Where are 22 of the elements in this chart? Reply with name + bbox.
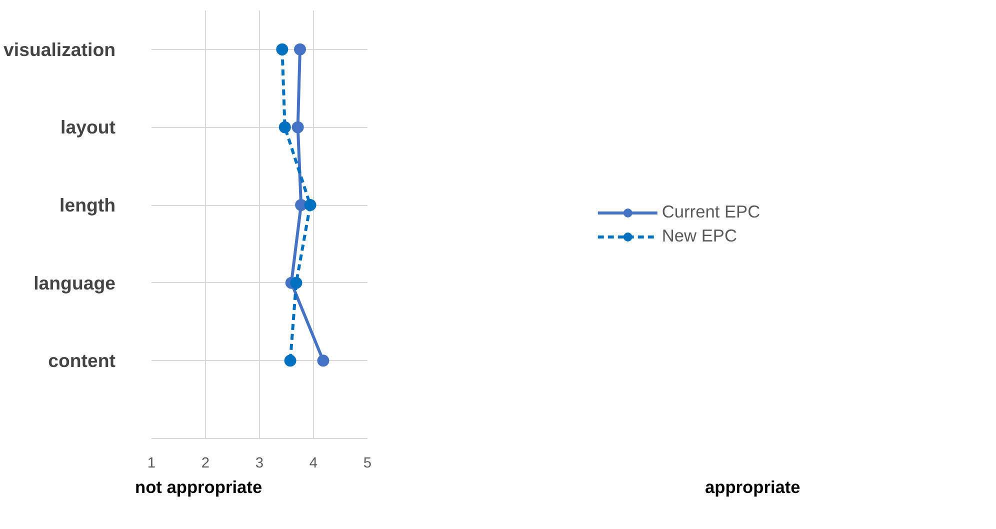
x-tick-label: 5 xyxy=(363,456,372,472)
y-tick-label: length xyxy=(60,194,116,216)
y-tick-label: content xyxy=(48,350,116,372)
point xyxy=(284,354,296,367)
point xyxy=(294,43,306,56)
text: not appropriate xyxy=(135,476,262,499)
legend-label: Current EPC xyxy=(662,202,760,222)
point xyxy=(276,43,288,56)
x-tick-label: 1 xyxy=(147,456,156,472)
point xyxy=(290,276,302,289)
y-tick-label: language xyxy=(34,272,116,294)
x-tick-label: 4 xyxy=(309,456,318,472)
y-tick-label: layout xyxy=(60,116,116,138)
point xyxy=(292,121,304,134)
text: appropriate xyxy=(705,476,800,499)
point xyxy=(304,199,316,212)
x-tick-label: 2 xyxy=(201,456,210,472)
x-tick-label: 3 xyxy=(255,456,264,472)
point xyxy=(278,121,291,134)
y-tick-label: visualization xyxy=(4,38,116,60)
point xyxy=(317,354,330,367)
legend-label: New EPC xyxy=(662,226,737,246)
